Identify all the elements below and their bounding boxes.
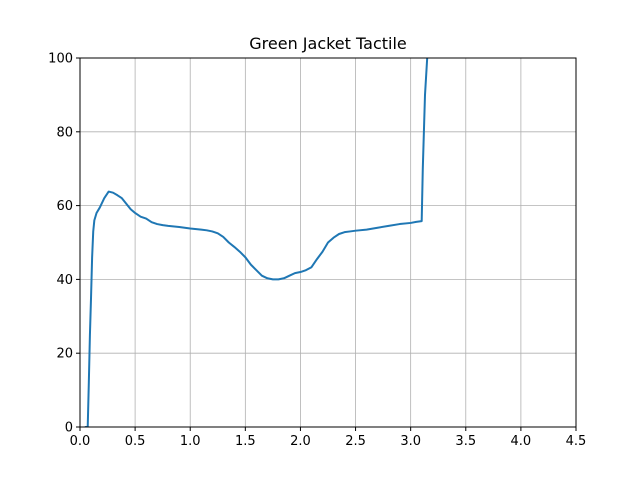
y-tick-label: 40 <box>56 273 73 288</box>
y-tick-label: 60 <box>56 199 73 214</box>
x-tick-label: 3.0 <box>400 434 421 449</box>
x-tick-label: 0.5 <box>125 434 146 449</box>
x-tick-label: 1.0 <box>180 434 201 449</box>
x-tick-label: 4.5 <box>566 434 587 449</box>
x-tick-label: 0.0 <box>70 434 91 449</box>
y-tick-label: 80 <box>56 125 73 140</box>
x-tick-label: 2.5 <box>345 434 366 449</box>
chart-title: Green Jacket Tactile <box>249 34 407 53</box>
y-tick-label: 20 <box>56 347 73 362</box>
x-axis: 0.0 0.5 1.0 1.5 2.0 2.5 3.0 3.5 4.0 4.5 <box>70 427 587 449</box>
axes-frame <box>79 57 577 428</box>
y-tick-label: 100 <box>48 52 73 67</box>
y-axis: 0 20 40 60 80 100 <box>48 52 80 436</box>
x-tick-label: 3.5 <box>455 434 476 449</box>
x-tick-label: 4.0 <box>511 434 532 449</box>
series-line <box>84 58 429 427</box>
y-tick-label: 0 <box>65 421 73 436</box>
x-tick-label: 2.0 <box>290 434 311 449</box>
plot-area <box>84 58 429 427</box>
x-tick-label: 1.5 <box>235 434 256 449</box>
